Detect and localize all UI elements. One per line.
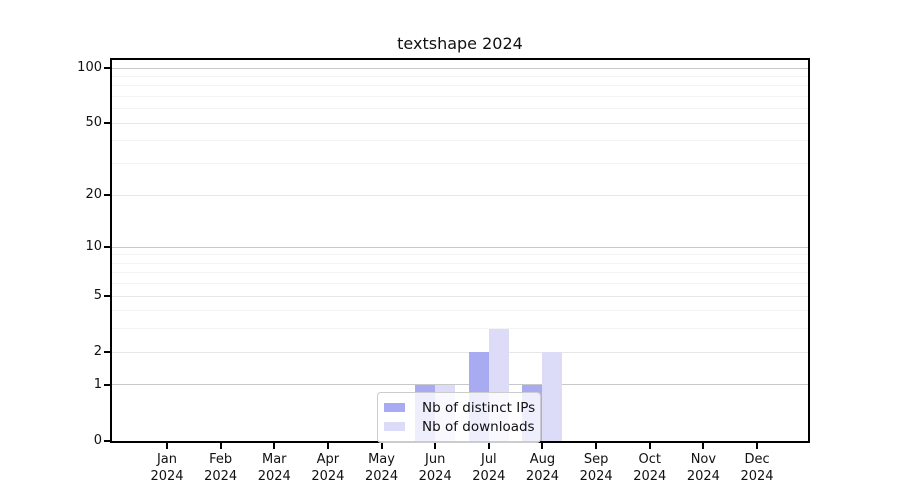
y-tick-mark-100: [104, 67, 110, 70]
gridline-minor-40: [112, 140, 808, 142]
x-tick-label-jan: Jan 2024: [150, 452, 184, 484]
gridline-major-2: [112, 351, 808, 353]
legend: Nb of distinct IPs Nb of downloads: [377, 392, 541, 443]
y-tick-label-10: 10: [85, 239, 102, 255]
x-tick-label-aug: Aug 2024: [525, 452, 560, 484]
y-tick-label-5: 5: [93, 288, 102, 304]
y-tick-label-100: 100: [77, 60, 102, 76]
plot-area: [110, 58, 810, 443]
gridline-minor-30: [112, 163, 808, 165]
x-tick-mark-nov: [702, 443, 705, 449]
gridline-minor-9: [112, 254, 808, 256]
y-tick-mark-50: [104, 122, 110, 125]
gridline-major-5: [112, 295, 808, 297]
x-tick-label-jun: Jun 2024: [418, 452, 452, 484]
gridline-major-1: [112, 384, 808, 386]
y-tick-label-2: 2: [93, 344, 102, 360]
x-tick-mark-feb: [219, 443, 222, 449]
y-tick-mark-5: [104, 295, 110, 298]
x-tick-mark-jul: [487, 443, 490, 449]
x-tick-label-may: May 2024: [365, 452, 399, 484]
gridline-minor-60: [112, 108, 808, 110]
y-tick-label-1: 1: [93, 376, 102, 392]
gridline-minor-80: [112, 85, 808, 87]
gridline-major-50: [112, 122, 808, 124]
bar-downloads-aug: [542, 352, 563, 441]
x-tick-mark-mar: [273, 443, 276, 449]
x-tick-mark-dec: [756, 443, 759, 449]
gridline-major-100: [112, 67, 808, 69]
x-tick-label-jul: Jul 2024: [472, 452, 506, 484]
x-tick-label-dec: Dec 2024: [740, 452, 774, 484]
y-tick-label-0: 0: [93, 433, 102, 448]
legend-item-downloads: Nb of downloads: [384, 417, 535, 436]
y-tick-mark-1: [104, 383, 110, 386]
y-tick-label-50: 50: [85, 115, 102, 131]
legend-item-distinct-ips: Nb of distinct IPs: [384, 398, 536, 417]
x-tick-label-nov: Nov 2024: [686, 452, 720, 484]
gridline-minor-70: [112, 96, 808, 98]
x-tick-mark-sep: [595, 443, 598, 449]
gridline-major-10: [112, 246, 808, 248]
x-tick-label-feb: Feb 2024: [204, 452, 238, 484]
x-tick-mark-may: [380, 443, 383, 449]
gridline-major-20: [112, 194, 808, 196]
x-tick-mark-aug: [541, 443, 544, 449]
y-tick-mark-2: [104, 351, 110, 354]
y-tick-mark-20: [104, 194, 110, 196]
x-tick-label-mar: Mar 2024: [257, 452, 291, 484]
chart-title: textshape 2024: [397, 34, 523, 53]
gridline-minor-4: [112, 310, 808, 312]
y-tick-mark-10: [104, 246, 110, 249]
legend-label-distinct-ips: Nb of distinct IPs: [422, 399, 536, 416]
x-tick-label-apr: Apr 2024: [311, 452, 345, 484]
y-tick-label-20: 20: [85, 187, 102, 202]
gridline-minor-8: [112, 262, 808, 264]
y-tick-mark-0: [104, 440, 110, 442]
x-tick-mark-apr: [326, 443, 329, 449]
gridline-minor-6: [112, 283, 808, 285]
legend-label-downloads: Nb of downloads: [422, 418, 535, 435]
legend-swatch-distinct-ips: [384, 403, 405, 412]
x-tick-mark-jun: [434, 443, 437, 449]
legend-swatch-downloads: [384, 422, 405, 431]
x-tick-label-oct: Oct 2024: [633, 452, 667, 484]
x-tick-mark-oct: [648, 443, 651, 449]
x-tick-mark-jan: [166, 443, 168, 449]
x-tick-label-sep: Sep 2024: [579, 452, 613, 484]
gridline-minor-3: [112, 328, 808, 330]
gridline-minor-7: [112, 272, 808, 274]
gridline-minor-90: [112, 76, 808, 78]
